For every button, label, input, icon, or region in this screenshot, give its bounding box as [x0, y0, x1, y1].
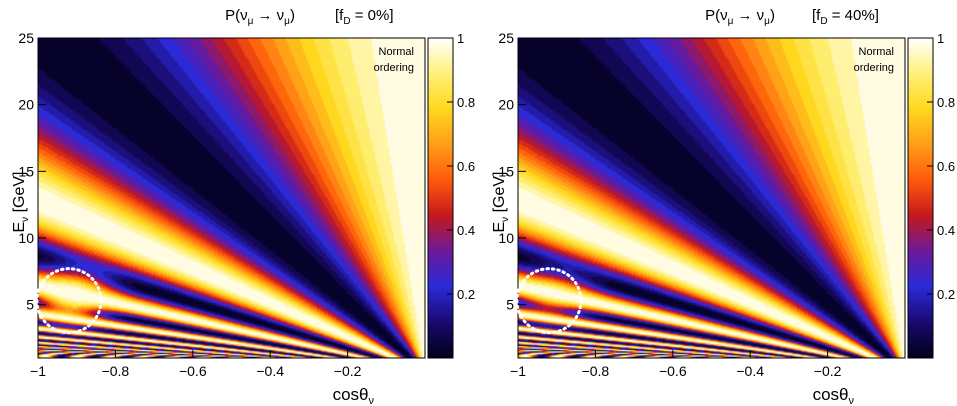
y-tick-label: 25 — [18, 30, 34, 46]
colorbar-tick-label: 0.4 — [457, 223, 475, 238]
y-tick-label: 20 — [498, 97, 514, 113]
colorbar-tick-label: 0.6 — [457, 159, 475, 174]
y-tick-label: 15 — [498, 163, 514, 179]
y-axis-label: Eν [GeV] — [11, 171, 31, 232]
y-tick-label: 20 — [18, 97, 34, 113]
annotation-normal: Normal — [859, 46, 894, 58]
y-axis-label: Eν [GeV] — [491, 171, 511, 232]
y-axis: 5 10 15 20 25 — [498, 30, 526, 313]
colorbar-tick-label: 0.2 — [457, 287, 475, 302]
highlight-circle — [515, 267, 583, 335]
x-tick-label: −0.8 — [102, 363, 130, 379]
panel-label: [fD = 40%] — [812, 7, 879, 27]
colorbar-tick-label: 0.8 — [937, 95, 955, 110]
x-tick-label: −0.2 — [814, 363, 842, 379]
highlight-circle — [35, 267, 103, 335]
x-tick-label: −0.6 — [659, 363, 687, 379]
colorbar-tick-label: 1 — [937, 31, 944, 46]
x-axis: −1 −0.8 −0.6 −0.4 −0.2 — [510, 350, 842, 379]
colorbar-tick-label: 0.2 — [937, 287, 955, 302]
plot-frame — [37, 37, 426, 359]
x-tick-label: −0.2 — [334, 363, 362, 379]
y-axis: 5 10 15 20 25 — [18, 30, 46, 313]
y-tick-label: 25 — [498, 30, 514, 46]
colorbar-tick-label: 0.4 — [937, 223, 955, 238]
panel-title: P(νμ → νμ) — [705, 7, 775, 27]
panel-label: [fD = 0%] — [335, 7, 394, 27]
colorbar-tick-label: 0.8 — [457, 95, 475, 110]
annotation-normal: Normal — [379, 46, 414, 58]
colorbar-axis: 0.2 0.4 0.6 0.8 1 — [927, 31, 955, 302]
panel-left: P(νμ → νμ) [fD = 0%] Normal ordering −1−… — [11, 7, 475, 406]
colorbar-axis: 0.2 0.4 0.6 0.8 1 — [447, 31, 475, 302]
x-tick-label: −1 — [510, 363, 526, 379]
colorbar — [907, 37, 934, 359]
x-tick-label: −1 — [30, 363, 46, 379]
plot-frame — [517, 37, 906, 359]
colorbar — [427, 37, 454, 359]
y-tick-label: 5 — [26, 297, 34, 313]
x-tick-label: −0.8 — [582, 363, 610, 379]
x-axis-label: cosθν — [333, 385, 375, 406]
heatmap-image — [38, 38, 425, 358]
annotation-ordering: ordering — [374, 62, 414, 74]
y-tick-label: 5 — [506, 297, 514, 313]
x-tick-label: −0.4 — [736, 363, 764, 379]
colorbar-tick-label: 1 — [457, 31, 464, 46]
panel-right: P(νμ → νμ) [fD = 40%] Normal ordering −1… — [491, 7, 955, 406]
panel-title: P(νμ → νμ) — [225, 7, 295, 27]
x-axis-label: cosθν — [813, 385, 855, 406]
x-axis: −1 −0.8 −0.6 −0.4 −0.2 — [30, 350, 362, 379]
x-tick-label: −0.4 — [256, 363, 284, 379]
heatmap-image — [518, 38, 905, 358]
colorbar-tick-label: 0.6 — [937, 159, 955, 174]
y-tick-label: 15 — [18, 163, 34, 179]
y-tick-label: 10 — [498, 230, 514, 246]
y-tick-label: 10 — [18, 230, 34, 246]
annotation-ordering: ordering — [854, 62, 894, 74]
x-tick-label: −0.6 — [179, 363, 207, 379]
